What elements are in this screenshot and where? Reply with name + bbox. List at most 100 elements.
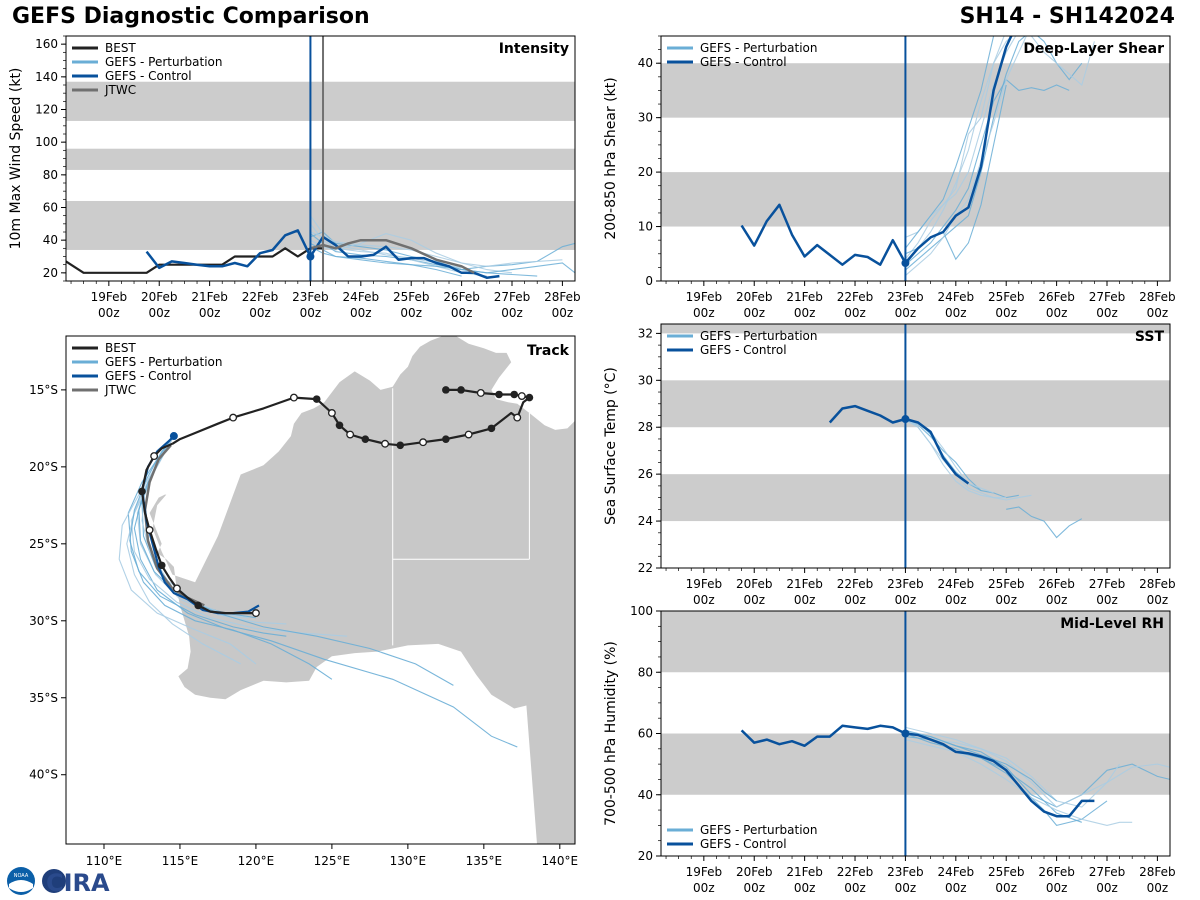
track-ytick-label: 15°S (29, 383, 58, 397)
sst-xtick-hour: 00z (794, 593, 816, 607)
track-perturbation-line (118, 435, 257, 665)
track-best-position-marker (495, 390, 503, 399)
track-best-position-marker (172, 584, 181, 593)
legend-jtwc-label: JTWC (104, 83, 136, 97)
cira-logo-text: CIRA (46, 869, 110, 896)
cira-logo: NOAA CIRA (7, 867, 110, 896)
intensity-ytick-label: 120 (35, 103, 58, 117)
intensity-ytick-label: 40 (43, 233, 58, 247)
track-best-position-marker (157, 561, 166, 570)
track-best-position-marker (335, 421, 344, 430)
sst-perturbation-line (905, 419, 994, 494)
track-ytick-label: 25°S (29, 537, 58, 551)
rh-xtick-day: 27Feb (1089, 865, 1126, 879)
sst-ytick-label: 22 (638, 561, 653, 575)
sst-xtick-hour: 00z (1096, 593, 1118, 607)
intensity-plot-area (66, 215, 575, 279)
shear-xtick-day: 20Feb (736, 290, 773, 304)
sst-xtick-day: 26Feb (1038, 577, 1075, 591)
rh-perturbation-line (905, 729, 1170, 808)
shear-panel-title: Deep-Layer Shear (1023, 41, 1164, 57)
sst-ytick-label: 28 (638, 420, 653, 434)
globe-icon (42, 869, 66, 893)
sst-ytick-label: 30 (638, 373, 653, 387)
rh-shade-band (661, 733, 1170, 795)
intensity-ytick-label: 60 (43, 201, 58, 215)
track-best-position-marker (150, 452, 159, 461)
track-best-position-marker (396, 441, 405, 450)
intensity-shade-band (66, 81, 575, 121)
intensity-xtick-hour: 00z (98, 306, 120, 320)
sst-xtick-hour: 00z (1147, 593, 1169, 607)
track-xtick-label: 110°E (86, 854, 123, 868)
shear-xtick-hour: 00z (895, 306, 917, 320)
track-best-position-marker (464, 430, 473, 439)
shear-shade-band (661, 172, 1170, 227)
intensity-perturbation-line (310, 242, 462, 277)
rh-ytick-label: 40 (638, 788, 653, 802)
rh-xtick-hour: 00z (895, 881, 917, 895)
shear-xtick-day: 25Feb (988, 290, 1025, 304)
sst-frame (660, 323, 1171, 569)
rh-xtick-day: 19Feb (686, 865, 723, 879)
shear-perturbation-line (905, 36, 1027, 277)
intensity-xtick-day: 22Feb (242, 290, 279, 304)
track-panel-title: Track (527, 343, 570, 359)
intensity-xtick-day: 27Feb (494, 290, 531, 304)
legend-control-label: GEFS - Control (105, 69, 192, 83)
intensity-best-line (66, 247, 323, 274)
shear-xtick-hour: 00z (844, 306, 866, 320)
intensity-xtick-hour: 00z (451, 306, 473, 320)
track-ytick-label: 20°S (29, 460, 58, 474)
shear-xtick-hour: 00z (1046, 306, 1068, 320)
intensity-xtick-hour: 00z (400, 306, 422, 320)
intensity-ytick-label: 80 (43, 168, 58, 182)
legend-perturbation-label: GEFS - Perturbation (105, 355, 222, 369)
sst-xtick-day: 22Feb (837, 577, 874, 591)
rh-xtick-day: 24Feb (938, 865, 975, 879)
sst-shade-band (661, 380, 1170, 428)
intensity-ytick-label: 140 (35, 70, 58, 84)
shear-xtick-day: 27Feb (1089, 290, 1126, 304)
shear-xtick-day: 22Feb (837, 290, 874, 304)
sst-xtick-day: 24Feb (938, 577, 975, 591)
rh-xtick-hour: 00z (1147, 881, 1169, 895)
shear-perturbation-line (904, 36, 1005, 260)
track-best-position-marker (525, 393, 534, 402)
intensity-xtick-hour: 00z (148, 306, 170, 320)
shear-shade-band (661, 63, 1170, 118)
sst-xtick-day: 28Feb (1139, 577, 1176, 591)
rh-xtick-day: 25Feb (988, 865, 1025, 879)
track-ytick-label: 40°S (29, 768, 58, 782)
track-best-position-marker (327, 409, 336, 417)
shear-ytick-label: 30 (638, 111, 653, 125)
rh-plot-area (740, 724, 1170, 827)
shear-control-line (740, 36, 1013, 266)
rh-xtick-day: 23Feb (887, 865, 924, 879)
sst-xtick-day: 21Feb (786, 577, 823, 591)
sst-shade-band (661, 474, 1170, 522)
storm-id-title: SH14 - SH142024 (959, 4, 1175, 29)
intensity-ytick-label: 160 (35, 37, 58, 51)
shear-xtick-hour: 00z (1096, 306, 1118, 320)
legend-control-label: GEFS - Control (700, 343, 787, 357)
rh-ylabel: 700-500 hPa Humidity (%) (603, 641, 619, 826)
shear-ytick-label: 0 (645, 274, 653, 288)
track-xtick-label: 125°E (314, 854, 351, 868)
sst-panel-title: SST (1135, 329, 1165, 345)
sst-xtick-hour: 00z (895, 593, 917, 607)
rh-perturbation-line (905, 739, 1133, 826)
rh-xtick-hour: 00z (693, 881, 715, 895)
page-title: GEFS Diagnostic Comparison (12, 4, 370, 29)
legend-perturbation-label: GEFS - Perturbation (105, 55, 222, 69)
shear-ytick-label: 20 (638, 165, 653, 179)
sst-perturbation-line (1006, 506, 1083, 539)
sst-perturbation-line (905, 417, 1007, 499)
rh-ytick-label: 80 (638, 665, 653, 679)
noaa-wave-icon (9, 880, 33, 892)
track-plot-area (118, 336, 575, 844)
intensity-ytick-label: 100 (35, 135, 58, 149)
intensity-perturbation-line (310, 233, 513, 274)
intensity-xtick-day: 21Feb (191, 290, 228, 304)
track-xtick-label: 115°E (162, 854, 199, 868)
